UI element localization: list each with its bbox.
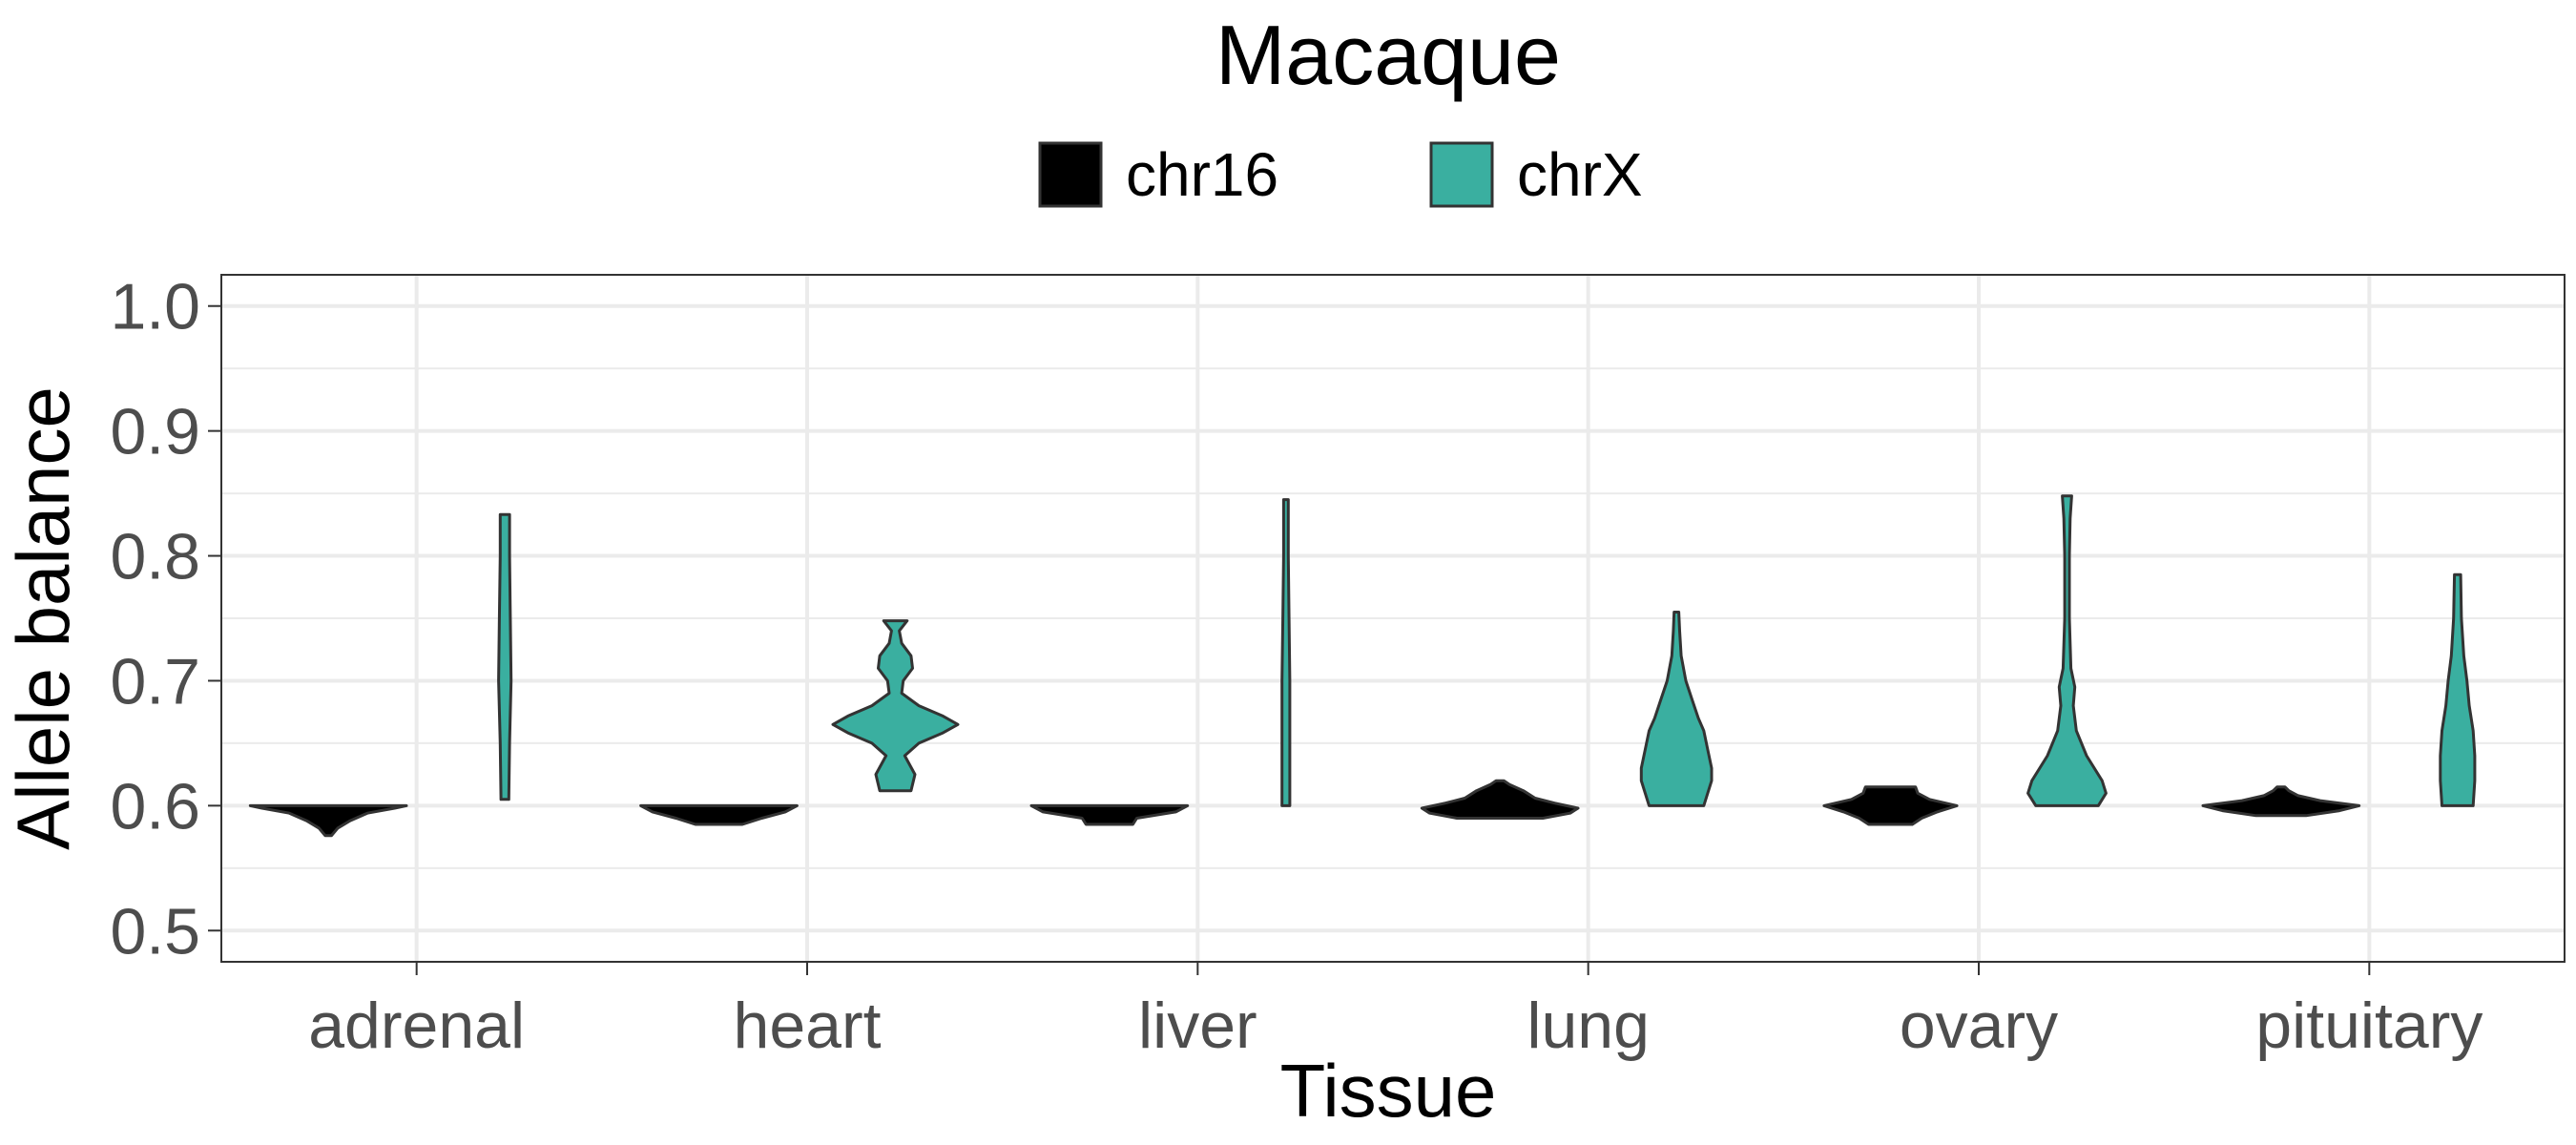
y-tick-label: 0.6: [110, 770, 200, 843]
violin-chr16-ovary: [1822, 785, 1959, 826]
x-tick-label: liver: [1138, 989, 1257, 1062]
legend: chr16 chrX: [1038, 140, 1643, 209]
y-tick-label: 1.0: [110, 271, 200, 344]
x-tick-label: lung: [1527, 989, 1650, 1062]
y-axis-title: Allele balance: [1, 386, 85, 850]
violins: [248, 494, 2477, 838]
x-axis-title: Tissue: [1280, 1049, 1497, 1133]
legend-label-chr16: chr16: [1126, 140, 1278, 209]
y-tick-label: 0.7: [110, 645, 200, 718]
violin-chr16-pituitary: [2201, 785, 2361, 818]
legend-key-chrX: [1429, 141, 1494, 208]
x-tick-label: ovary: [1900, 989, 2058, 1062]
violin-chr16-adrenal: [248, 803, 408, 838]
chart-title: Macaque: [1215, 8, 1561, 102]
y-tick-label: 0.8: [110, 521, 200, 593]
violin-chr16-heart: [639, 803, 799, 826]
violin-chrX-ovary: [2026, 494, 2108, 807]
violin-chrX-heart: [831, 619, 960, 793]
panel-border: [220, 274, 2566, 963]
legend-label-chrX: chrX: [1517, 140, 1643, 209]
x-tick-label: adrenal: [308, 989, 525, 1062]
violin-chrX-adrenal: [497, 512, 513, 802]
legend-key-chr16: [1038, 141, 1103, 208]
violin-chrX-pituitary: [2439, 572, 2477, 807]
y-tick-label: 0.5: [110, 895, 200, 968]
x-tick-label: heart: [734, 989, 882, 1062]
y-tick-label: 0.9: [110, 396, 200, 468]
violin-chr16-lung: [1420, 779, 1580, 820]
x-tick-label: pituitary: [2255, 989, 2483, 1062]
violin-chrX-liver: [1280, 498, 1292, 807]
violin-chr16-liver: [1029, 803, 1190, 826]
violin-chrX-lung: [1639, 611, 1714, 807]
axis-ticks: 0.5 0.6 0.7 0.8 0.9 1.0 adrenal heart liver lung o…: [110, 271, 2483, 1062]
grid-lines: [221, 275, 2565, 962]
